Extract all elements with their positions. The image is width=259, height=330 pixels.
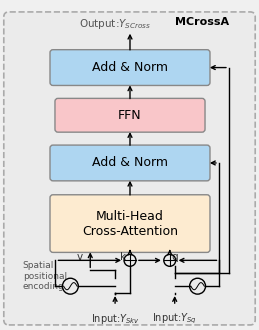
Text: Spatial
positional
encoding: Spatial positional encoding [23, 261, 67, 291]
Text: Input:$Y_{Sq}$: Input:$Y_{Sq}$ [152, 312, 197, 326]
FancyBboxPatch shape [50, 145, 210, 181]
Text: q: q [172, 252, 178, 262]
Text: Add & Norm: Add & Norm [92, 61, 168, 74]
Text: Add & Norm: Add & Norm [92, 156, 168, 170]
FancyBboxPatch shape [50, 50, 210, 85]
Text: MCrossA: MCrossA [175, 17, 229, 27]
Text: Output:$Y_{SCross}$: Output:$Y_{SCross}$ [79, 17, 151, 31]
FancyBboxPatch shape [55, 98, 205, 132]
Text: Input:$Y_{Skv}$: Input:$Y_{Skv}$ [91, 312, 140, 326]
Text: v: v [77, 252, 83, 262]
Text: FFN: FFN [118, 109, 142, 122]
Text: Multi-Head
Cross-Attention: Multi-Head Cross-Attention [82, 210, 178, 238]
FancyBboxPatch shape [4, 12, 255, 325]
FancyBboxPatch shape [50, 195, 210, 252]
Text: k: k [120, 252, 126, 262]
